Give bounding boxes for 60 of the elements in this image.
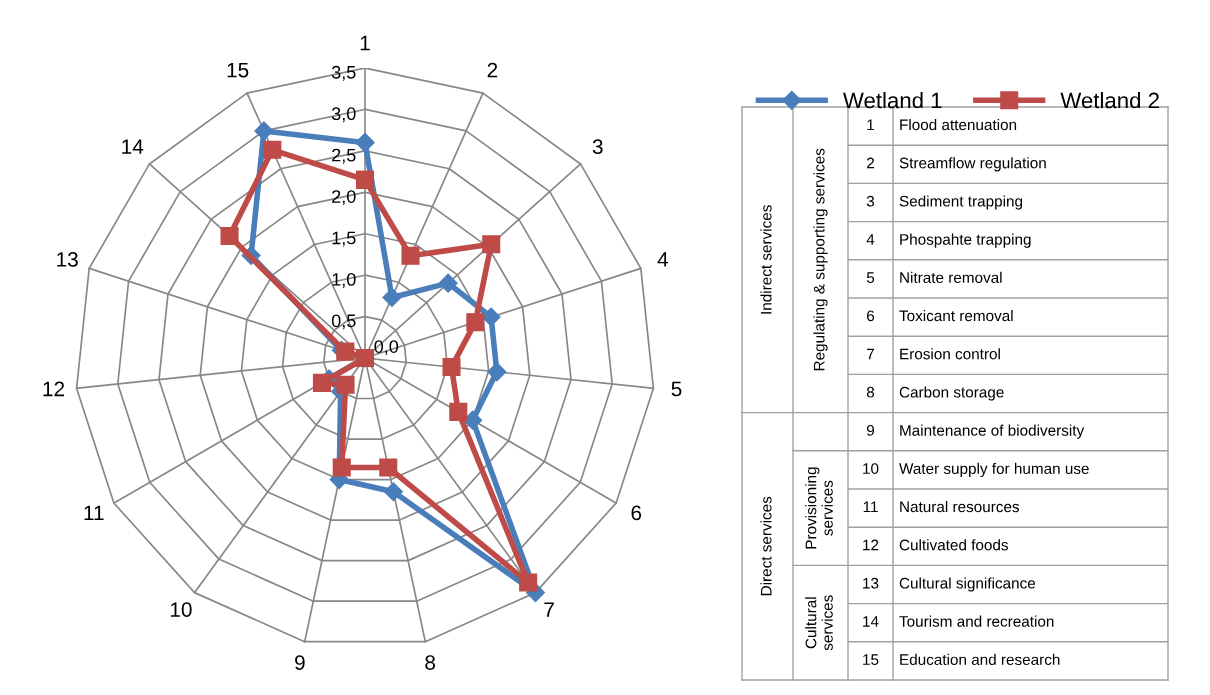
text: Erosion control xyxy=(900,348,1000,360)
legend-label: Wetland 1 xyxy=(843,92,942,109)
category-label: 5 xyxy=(866,272,875,283)
y-tick-label: 3,0 xyxy=(331,107,356,123)
category-label: 11 xyxy=(863,501,878,513)
y-tick-label: 3,5 xyxy=(331,65,356,81)
category-label: 8 xyxy=(866,386,875,398)
category-label: 15 xyxy=(863,654,879,665)
spoke-label: 9 xyxy=(295,655,305,670)
text: Tourism and recreation xyxy=(899,615,1054,627)
category-label: 10 xyxy=(863,463,879,474)
text: Water supply for human use xyxy=(899,462,1089,478)
y-tick-label: 1,0 xyxy=(332,273,356,288)
spoke-label: 1 xyxy=(360,35,370,51)
y-tick-label: 2,5 xyxy=(332,148,356,164)
spoke-label: 6 xyxy=(631,505,642,521)
y-tick-label: 1,5 xyxy=(332,231,356,247)
text: Cultural services xyxy=(805,595,833,651)
category-label: 9 xyxy=(866,424,875,436)
text: Flood attenuation xyxy=(900,118,1017,131)
category-label: 14 xyxy=(863,616,879,627)
text: Cultivated foods xyxy=(899,539,1008,551)
category-label: 3 xyxy=(866,195,875,207)
text: Maintenance of biodiversity xyxy=(900,424,1085,439)
spoke-label: 12 xyxy=(43,381,65,397)
category-label: 1 xyxy=(867,119,874,131)
category-label: 7 xyxy=(867,348,874,360)
spoke-label: 3 xyxy=(592,139,603,155)
spoke-label: 7 xyxy=(544,602,554,617)
spoke-label: 15 xyxy=(227,62,249,78)
text: Cultural significance xyxy=(899,577,1036,592)
text: Sediment trapping xyxy=(899,195,1023,210)
spoke-label: 10 xyxy=(170,602,192,617)
text: Toxicant removal xyxy=(899,309,1013,322)
text: Indirect services xyxy=(760,205,772,314)
text: Education and research xyxy=(900,653,1060,665)
y-tick-label: 2,0 xyxy=(332,190,356,206)
text: Streamflow regulation xyxy=(899,157,1046,172)
spoke-label: 2 xyxy=(487,62,498,78)
text: Nitrate removal xyxy=(900,271,1002,283)
category-label: 12 xyxy=(863,539,879,551)
spoke-label: 4 xyxy=(657,252,669,267)
category-label: 4 xyxy=(866,234,875,245)
y-tick-label: 0,5 xyxy=(331,314,356,330)
spoke-label: 8 xyxy=(425,655,436,670)
spoke-label: 11 xyxy=(84,505,104,520)
category-label: 6 xyxy=(867,310,875,322)
text: Regulating & supporting services xyxy=(813,148,828,371)
y-tick-label: 0,0 xyxy=(374,340,399,356)
legend-label: Wetland 2 xyxy=(1060,92,1159,109)
text: Phospahte trapping xyxy=(900,233,1031,248)
text: Provisioning services xyxy=(805,467,833,549)
text: Carbon storage xyxy=(899,386,1004,401)
spoke-label: 5 xyxy=(671,381,682,397)
spoke-label: 14 xyxy=(122,139,144,154)
category-label: 2 xyxy=(867,157,874,169)
text: Direct services xyxy=(760,496,772,596)
category-label: 13 xyxy=(863,577,879,589)
spoke-label: 13 xyxy=(57,252,78,267)
text: Natural resources xyxy=(900,500,1020,513)
